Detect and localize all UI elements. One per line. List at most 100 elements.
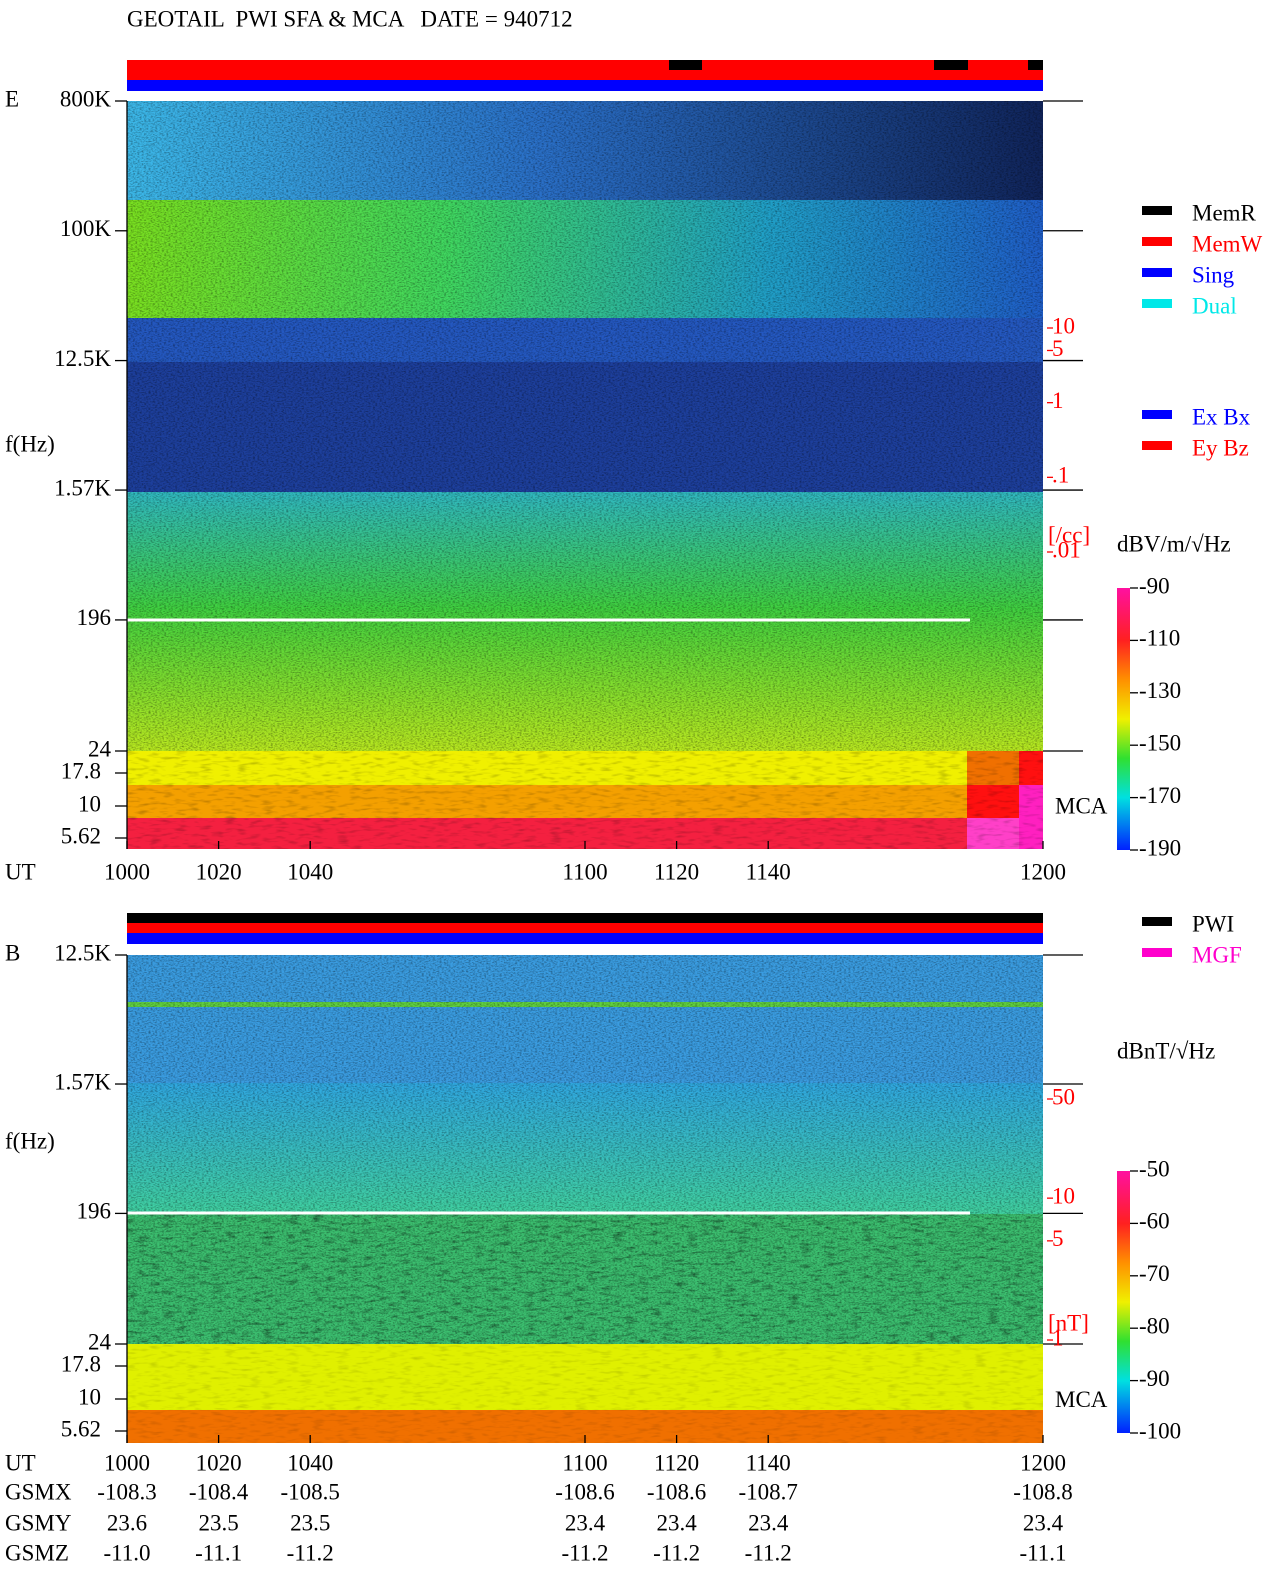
mca-label: MCA	[1055, 793, 1108, 818]
colorbar-tick-label: -110	[1139, 626, 1180, 651]
status-bar	[127, 933, 1043, 944]
status-bar	[127, 80, 1043, 91]
y2-tick-label: 5	[1052, 336, 1064, 361]
colorbar-tick-label: -100	[1139, 1418, 1181, 1443]
panel-label: B	[5, 940, 20, 965]
status-bar	[669, 60, 702, 70]
orbit-value: -11.1	[1019, 1540, 1066, 1565]
legend-swatch	[1142, 299, 1172, 308]
orbit-value: -11.2	[653, 1540, 700, 1565]
mca-channel-label: 17.8	[61, 1351, 101, 1376]
status-bar	[127, 70, 1043, 80]
y-tick-label: 1.57K	[54, 475, 111, 500]
x-tick-label: 1140	[746, 859, 791, 884]
y-axis-label: f(Hz)	[5, 1128, 55, 1153]
legend-label: MGF	[1192, 942, 1242, 967]
legend-swatch	[1142, 441, 1172, 450]
orbit-label: GSMY	[5, 1510, 72, 1535]
orbit-value: 23.4	[748, 1510, 789, 1535]
y2-tick-label: 50	[1052, 1084, 1075, 1109]
status-bar	[127, 923, 1043, 933]
orbit-value: 23.4	[656, 1510, 697, 1535]
colorbar-tick-label: -90	[1139, 573, 1170, 598]
legend-label: Sing	[1192, 262, 1235, 287]
orbit-value: -11.2	[745, 1540, 792, 1565]
colorbar	[1117, 1171, 1130, 1433]
y-tick-label: 1.57K	[54, 1069, 111, 1094]
colorbar-tick-label: -190	[1139, 835, 1181, 860]
orbit-value: 23.5	[198, 1510, 238, 1535]
legend-label: MemW	[1192, 231, 1263, 256]
x-tick-label: 1000	[104, 1450, 150, 1475]
x-tick-label: 1200	[1020, 859, 1066, 884]
status-bar	[934, 60, 968, 70]
x-tick-label: 1000	[104, 859, 150, 884]
colorbar-tick-label: -80	[1139, 1313, 1170, 1338]
y2-tick-label: 10	[1052, 1183, 1075, 1208]
legend-swatch	[1142, 410, 1172, 419]
orbit-value: 23.6	[107, 1510, 147, 1535]
y2-tick-label: 1	[1052, 388, 1064, 413]
colorbar	[1117, 588, 1130, 850]
mca-channel-label: 10	[78, 1384, 101, 1409]
orbit-value: -108.7	[738, 1479, 797, 1504]
mca-channel-label: 10	[78, 791, 101, 816]
legend-label: MemR	[1192, 200, 1257, 225]
y2-label: [nT]	[1048, 1310, 1089, 1335]
spectrogram	[127, 955, 1043, 1443]
colorbar-tick-label: -170	[1139, 783, 1181, 808]
legend-swatch	[1142, 268, 1172, 277]
colorbar-tick-label: -150	[1139, 730, 1181, 755]
y-tick-label: 100K	[60, 216, 112, 241]
chart-title: GEOTAIL PWI SFA & MCA DATE = 940712	[127, 6, 573, 31]
orbit-value: -108.5	[280, 1479, 339, 1504]
orbit-value: -108.8	[1013, 1479, 1072, 1504]
x-axis-label: UT	[5, 859, 36, 884]
colorbar-tick-label: -60	[1139, 1209, 1170, 1234]
colorbar-tick-label: -130	[1139, 678, 1181, 703]
y-tick-label: 800K	[60, 86, 112, 111]
y-tick-label: 24	[88, 1329, 112, 1354]
orbit-value: -108.6	[555, 1479, 614, 1504]
legend-label: Ey Bz	[1192, 435, 1249, 460]
x-tick-label: 1040	[287, 1450, 333, 1475]
orbit-value: 23.4	[1023, 1510, 1064, 1535]
status-bar	[127, 60, 1043, 70]
x-tick-label: 1120	[654, 1450, 699, 1475]
orbit-value: -11.1	[195, 1540, 242, 1565]
orbit-value: -108.6	[647, 1479, 706, 1504]
x-tick-label: 1100	[562, 1450, 607, 1475]
legend-label: PWI	[1192, 911, 1234, 936]
spectrogram	[127, 101, 1043, 849]
y-axis-label: f(Hz)	[5, 431, 55, 456]
orbit-value: 23.4	[565, 1510, 606, 1535]
x-tick-label: 1200	[1020, 1450, 1066, 1475]
mca-channel-label: 5.62	[61, 1416, 101, 1441]
y-tick-label: 12.5K	[54, 940, 111, 965]
legend-label: Dual	[1192, 293, 1237, 318]
y2-tick-label: .01	[1052, 537, 1081, 562]
orbit-value: -11.2	[287, 1540, 334, 1565]
legend-swatch	[1142, 206, 1172, 215]
y-tick-label: 12.5K	[54, 346, 111, 371]
y2-tick-label: 1	[1052, 1325, 1064, 1350]
mca-channel-label: 5.62	[61, 823, 101, 848]
orbit-value: 23.5	[290, 1510, 330, 1535]
x-axis-label: UT	[5, 1450, 36, 1475]
y2-label: [/cc]	[1048, 522, 1090, 547]
legend-label: Ex Bx	[1192, 404, 1251, 429]
y2-tick-label: 5	[1052, 1226, 1064, 1251]
y-tick-label: 196	[77, 605, 112, 630]
orbit-label: GSMZ	[5, 1540, 69, 1565]
colorbar-label: dBV/m/√Hz	[1117, 531, 1231, 556]
colorbar-tick-label: -50	[1139, 1156, 1170, 1181]
colorbar-label: dBnT/√Hz	[1117, 1038, 1215, 1063]
x-tick-label: 1020	[196, 859, 242, 884]
colorbar-tick-label: -90	[1139, 1366, 1170, 1391]
y2-tick-label: .1	[1052, 463, 1069, 488]
x-tick-label: 1020	[196, 1450, 242, 1475]
orbit-value: -108.3	[97, 1479, 156, 1504]
x-tick-label: 1120	[654, 859, 699, 884]
